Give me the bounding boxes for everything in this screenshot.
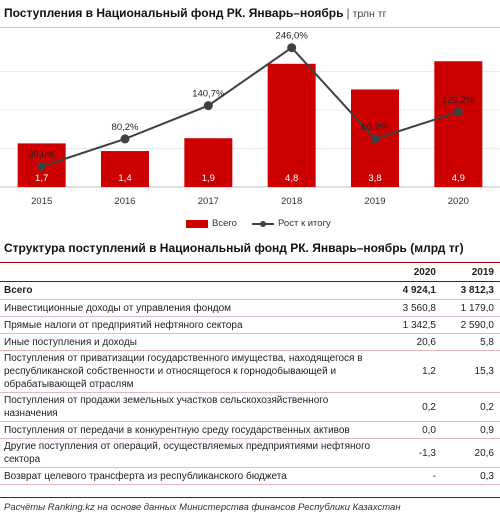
value-2019: 0,9 [442, 421, 500, 439]
value-2019: 20,6 [442, 438, 500, 468]
growth-point-2018 [287, 43, 297, 53]
bar-value-label-2019: 3,8 [368, 173, 381, 184]
growth-point-2015 [37, 162, 47, 171]
table-row: Другие поступления от операций, осуществ… [0, 438, 500, 468]
legend-item-bars: Всего [186, 218, 237, 229]
structure-table: 2020 2019 Всего 4 924,1 3 812,3 Инвестицион… [0, 262, 500, 485]
chart-unit: трлн тг [352, 8, 387, 20]
value-2019: 3 812,3 [442, 281, 500, 300]
value-2019: 1 179,0 [442, 299, 500, 317]
legend-label-bars: Всего [212, 218, 237, 229]
chart-header: Поступления в Национальный фонд РК. Янва… [4, 6, 496, 24]
legend-item-line: Рост к итогу [252, 218, 331, 229]
value-2020: 0,2 [380, 392, 442, 422]
bar-value-label-2018: 4,8 [285, 173, 298, 184]
growth-point-2016 [120, 134, 130, 144]
value-2020: 3 560,8 [380, 299, 442, 317]
bar-2017 [184, 138, 233, 187]
header-divider [0, 27, 500, 28]
row-label: Поступления от приватизации государствен… [0, 350, 380, 393]
x-tick-label-2017: 2017 [198, 196, 219, 207]
value-2019: 5,8 [442, 333, 500, 351]
bar-value-label-2015: 1,7 [35, 173, 48, 184]
row-label: Поступления от передачи в конкурентную с… [0, 421, 380, 439]
value-2019: 15,3 [442, 350, 500, 393]
combo-chart: 1,7 2015 1,4 2016 1,9 2017 4,8 2018 3,8 2019 4,9 20… [0, 31, 500, 207]
bar-2018 [267, 63, 316, 187]
growth-value-label-2015: 30,0% [28, 150, 55, 161]
growth-point-2019 [370, 134, 380, 144]
growth-line [41, 46, 459, 168]
row-label: Другие поступления от операций, осуществ… [0, 438, 380, 468]
growth-point-2017 [203, 101, 213, 111]
growth-point-2020 [453, 107, 463, 117]
title-separator: | [346, 6, 350, 20]
chart-title: Поступления в Национальный фонд РК. Янва… [4, 6, 344, 20]
value-2020: 20,6 [380, 333, 442, 351]
row-label: Возврат целевого трансферта из республик… [0, 467, 380, 485]
value-2020: -1,3 [380, 438, 442, 468]
bar-2016 [101, 151, 149, 187]
x-tick-label-2018: 2018 [281, 196, 302, 207]
value-2020: 0,0 [380, 421, 442, 439]
header-2020: 2020 [380, 262, 442, 282]
chart-legend: Всего Рост к итогу [0, 218, 500, 234]
row-label: Инвестиционные доходы от управления фонд… [0, 299, 380, 317]
bar-2020 [434, 61, 483, 187]
growth-value-label-2019: 80,2% [362, 122, 389, 133]
table-row: Иные поступления и доходы 20,6 5,8 [0, 333, 500, 351]
legend-swatch-bars [186, 219, 208, 228]
row-label: Всего [0, 281, 380, 300]
legend-swatch-line [252, 219, 274, 229]
value-2020: - [380, 467, 442, 485]
growth-value-label-2016: 80,2% [112, 122, 139, 133]
row-label: Поступления от продажи земельных участко… [0, 392, 380, 422]
value-2020: 1,2 [380, 350, 442, 393]
value-2019: 2 590,0 [442, 316, 500, 334]
value-2019: 0,3 [442, 467, 500, 485]
x-tick-label-2020: 2020 [448, 196, 469, 207]
x-tick-label-2019: 2019 [364, 196, 385, 207]
growth-value-label-2020: 129,2% [442, 95, 475, 106]
table-header-row: 2020 2019 [0, 262, 500, 282]
value-2020: 4 924,1 [380, 281, 442, 300]
growth-value-label-2017: 140,7% [192, 89, 225, 100]
table-row: Поступления от передачи в конкурентную с… [0, 421, 500, 439]
table-row: Возврат целевого трансферта из республик… [0, 467, 500, 485]
table-row: Поступления от приватизации государствен… [0, 350, 500, 393]
table-row: Поступления от продажи земельных участко… [0, 392, 500, 422]
row-label: Иные поступления и доходы [0, 333, 380, 351]
x-tick-label-2016: 2016 [114, 196, 135, 207]
value-2019: 0,2 [442, 392, 500, 422]
footnote-divider [0, 497, 500, 498]
bar-value-label-2017: 1,9 [202, 173, 215, 184]
chart-area: 1,7 2015 1,4 2016 1,9 2017 4,8 2018 3,8 2019 4,9 20… [0, 29, 500, 235]
header-label-cell [0, 262, 380, 282]
row-label: Прямые налоги от предприятий нефтяного с… [0, 316, 380, 334]
footnote: Расчёты Ranking.kz на основе данных Мини… [4, 502, 401, 513]
table-row: Инвестиционные доходы от управления фонд… [0, 299, 500, 317]
value-2020: 1 342,5 [380, 316, 442, 334]
header-2019: 2019 [442, 262, 500, 282]
legend-label-line: Рост к итогу [278, 218, 331, 229]
table-title: Структура поступлений в Национальный фон… [4, 241, 464, 255]
bar-value-label-2020: 4,9 [452, 173, 465, 184]
growth-value-label-2018: 246,0% [276, 31, 309, 42]
table-row: Всего 4 924,1 3 812,3 [0, 281, 500, 300]
table-row: Прямые налоги от предприятий нефтяного с… [0, 316, 500, 334]
x-tick-label-2015: 2015 [31, 196, 52, 207]
bar-value-label-2016: 1,4 [118, 173, 131, 184]
